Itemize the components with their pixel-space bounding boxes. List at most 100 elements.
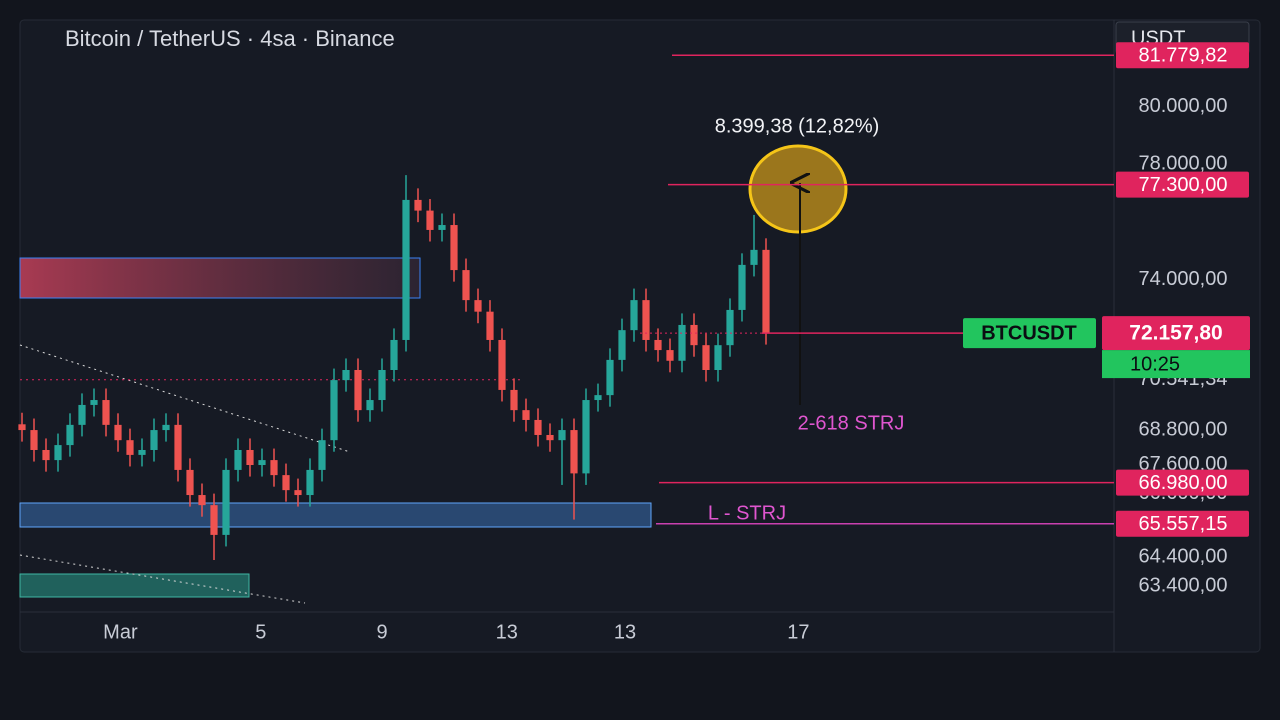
candle-body bbox=[678, 324, 686, 361]
candle-body bbox=[666, 350, 674, 361]
level-label-box bbox=[1116, 510, 1249, 537]
candle-body bbox=[90, 400, 98, 405]
y-tick-label: 64.400,00 bbox=[1139, 545, 1228, 567]
candle-body bbox=[738, 264, 746, 310]
support-zone bbox=[19, 573, 250, 598]
candle-body bbox=[234, 449, 242, 470]
candle-body bbox=[270, 460, 278, 476]
candle-body bbox=[54, 445, 62, 461]
candle-body bbox=[726, 309, 734, 346]
level-label: 66.980,00 bbox=[1139, 472, 1228, 494]
candle-body bbox=[342, 370, 350, 381]
symbol-label: BTCUSDT bbox=[981, 322, 1077, 344]
candle-body bbox=[582, 400, 590, 474]
candle-body bbox=[570, 430, 578, 474]
candle-body bbox=[630, 300, 638, 331]
candle-body bbox=[654, 339, 662, 351]
level-label: 77.300,00 bbox=[1139, 174, 1228, 196]
countdown-box bbox=[1102, 350, 1250, 379]
y-tick-label: 80.000,00 bbox=[1139, 95, 1228, 117]
candle-body bbox=[534, 419, 542, 435]
candle-body bbox=[450, 225, 458, 271]
annotation: 2-618 STRJ bbox=[798, 412, 905, 434]
candle-body bbox=[186, 469, 194, 496]
candle-body bbox=[474, 300, 482, 312]
candle-body bbox=[522, 410, 530, 420]
level-label: 65.557,15 bbox=[1139, 513, 1228, 535]
candle-body bbox=[366, 400, 374, 411]
candle-body bbox=[198, 495, 206, 506]
candle-body bbox=[378, 370, 386, 401]
y-tick-label: 78.000,00 bbox=[1139, 153, 1228, 175]
candle-body bbox=[486, 311, 494, 340]
candle-body bbox=[282, 475, 290, 491]
annotation: L - STRJ bbox=[708, 502, 786, 524]
x-tick-label: 13 bbox=[496, 621, 518, 643]
candle-body bbox=[618, 330, 626, 360]
level-label-box bbox=[1116, 469, 1249, 496]
level-label-box bbox=[1116, 171, 1249, 198]
supply-zone bbox=[19, 257, 421, 299]
candle-body bbox=[42, 449, 50, 461]
candle-body bbox=[762, 249, 770, 334]
candle-body bbox=[150, 430, 158, 450]
candle-body bbox=[702, 345, 710, 371]
candle-body bbox=[18, 424, 26, 431]
candle-body bbox=[354, 370, 362, 411]
y-tick-label: 63.400,00 bbox=[1139, 574, 1228, 596]
candle-body bbox=[498, 339, 506, 390]
target-highlight bbox=[748, 144, 848, 234]
candle-body bbox=[66, 424, 74, 446]
candle-body bbox=[102, 400, 110, 425]
candle-body bbox=[594, 395, 602, 401]
candle-body bbox=[210, 505, 218, 535]
candle-body bbox=[78, 404, 86, 425]
candle-body bbox=[690, 324, 698, 346]
y-tick-label: 67.600,00 bbox=[1139, 453, 1228, 475]
candle-body bbox=[318, 440, 326, 470]
x-tick-label: Mar bbox=[103, 621, 138, 643]
x-tick-label: 9 bbox=[376, 621, 387, 643]
candle-body bbox=[606, 359, 614, 396]
candle-body bbox=[510, 389, 518, 411]
candle-body bbox=[174, 424, 182, 470]
candle-body bbox=[546, 434, 554, 441]
symbol-tag bbox=[963, 318, 1096, 349]
y-tick-label: 74.000,00 bbox=[1139, 268, 1228, 290]
candle-body bbox=[414, 199, 422, 211]
x-tick-label: 5 bbox=[255, 621, 266, 643]
candle-body bbox=[642, 300, 650, 340]
candle-body bbox=[114, 424, 122, 441]
candle-body bbox=[390, 339, 398, 371]
level-label: 81.779,82 bbox=[1139, 45, 1228, 67]
candle-body bbox=[330, 380, 338, 441]
chart-frame bbox=[19, 19, 1261, 653]
countdown-label: 10:25 bbox=[1130, 353, 1180, 375]
current-price-label: 72.157,80 bbox=[1129, 322, 1222, 345]
current-price-box bbox=[1102, 316, 1250, 351]
candle-body bbox=[402, 199, 410, 340]
candle-body bbox=[138, 449, 146, 455]
x-tick-label: 13 bbox=[614, 621, 636, 643]
candle-body bbox=[30, 430, 38, 450]
candle-body bbox=[426, 210, 434, 230]
candle-body bbox=[306, 469, 314, 496]
demand-zone bbox=[19, 502, 652, 528]
chart-title: Bitcoin / TetherUS · 4sa · Binance bbox=[65, 26, 395, 51]
candle-body bbox=[246, 449, 254, 466]
candle-body bbox=[438, 225, 446, 230]
trend-line bbox=[19, 554, 306, 604]
candle-body bbox=[162, 424, 170, 431]
candle-body bbox=[714, 345, 722, 371]
measure-label: 8.399,38 (12,82%) bbox=[715, 115, 880, 137]
candle-body bbox=[258, 460, 266, 466]
candle-body bbox=[558, 430, 566, 441]
candle-body bbox=[294, 490, 302, 496]
candle-body bbox=[126, 440, 134, 455]
candle-body bbox=[222, 469, 230, 535]
x-tick-label: 17 bbox=[787, 621, 809, 643]
candle-body bbox=[750, 249, 758, 265]
level-label-box bbox=[1116, 42, 1249, 69]
